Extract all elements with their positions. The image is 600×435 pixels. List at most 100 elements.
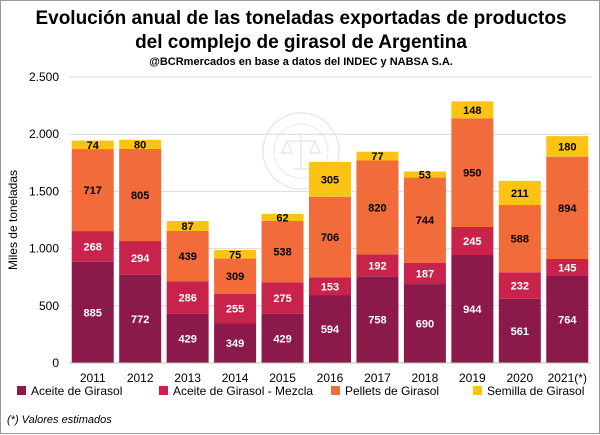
bar-segment bbox=[546, 275, 589, 363]
bar-segment bbox=[166, 221, 209, 231]
y-tick-label: 0 bbox=[52, 356, 59, 370]
bar-segment bbox=[403, 284, 446, 363]
bar-segment bbox=[166, 230, 209, 282]
data-label: 820 bbox=[368, 202, 386, 214]
data-label: 758 bbox=[368, 315, 386, 327]
bar-segment bbox=[309, 161, 351, 197]
legend-label: Pellets de Girasol bbox=[345, 384, 439, 398]
bar-segment bbox=[309, 295, 351, 363]
data-label: 211 bbox=[511, 188, 529, 200]
data-label: 153 bbox=[321, 281, 339, 293]
bar-segment bbox=[451, 226, 494, 256]
bar-segment bbox=[498, 180, 541, 206]
data-label: 187 bbox=[416, 268, 434, 280]
data-label: 77 bbox=[371, 151, 383, 163]
bar-segment bbox=[214, 258, 257, 294]
bar-segment bbox=[119, 139, 162, 149]
bar-segment bbox=[498, 298, 541, 363]
data-label: 764 bbox=[558, 314, 577, 326]
footnote: (*) Valores estimados bbox=[7, 414, 112, 426]
x-tick-label: 2014 bbox=[222, 371, 249, 385]
y-tick-label: 2.000 bbox=[29, 127, 59, 141]
data-label: 429 bbox=[178, 333, 196, 345]
data-label: 255 bbox=[226, 303, 244, 315]
bar-segment bbox=[261, 220, 304, 283]
bar-segment bbox=[261, 282, 304, 314]
legend-label: Semilla de Girasol bbox=[487, 384, 584, 398]
bar-segment bbox=[166, 313, 209, 363]
chart-title-line2: del complejo de girasol de Argentina bbox=[135, 32, 467, 53]
data-label: 275 bbox=[273, 293, 291, 305]
bar-segment bbox=[214, 249, 257, 259]
y-tick-label: 500 bbox=[39, 299, 59, 313]
bar-segment bbox=[498, 205, 541, 273]
data-label: 232 bbox=[511, 281, 529, 293]
bar-segment bbox=[71, 231, 114, 262]
data-label: 690 bbox=[416, 319, 434, 331]
x-tick-label: 2011 bbox=[80, 371, 106, 385]
bar-segment bbox=[261, 313, 304, 363]
data-label: 594 bbox=[321, 324, 340, 336]
bar-segment bbox=[498, 272, 541, 299]
chart-title: Evolución anual de las toneladas exporta… bbox=[1, 7, 600, 55]
bar-segment bbox=[119, 274, 162, 363]
bar-segment bbox=[119, 241, 162, 275]
y-tick-label: 2.500 bbox=[29, 70, 59, 84]
bar-segment bbox=[356, 254, 399, 277]
data-label: 192 bbox=[368, 260, 386, 272]
x-tick-label: 2012 bbox=[127, 371, 154, 385]
legend-label: Aceite de Girasol bbox=[31, 384, 122, 398]
x-tick-label: 2013 bbox=[174, 371, 201, 385]
bar-segment bbox=[356, 151, 399, 161]
data-label: 894 bbox=[558, 203, 577, 215]
data-label: 245 bbox=[463, 236, 481, 248]
legend-label: Aceite de Girasol - Mezcla bbox=[173, 384, 313, 398]
data-label: 561 bbox=[511, 326, 529, 338]
data-label: 80 bbox=[134, 139, 146, 151]
bar-segment bbox=[451, 255, 494, 363]
x-tick-label: 2020 bbox=[506, 371, 533, 385]
bar-segment bbox=[546, 259, 589, 276]
bar-segment bbox=[71, 149, 114, 232]
x-tick-label: 2017 bbox=[364, 371, 391, 385]
bar-segment bbox=[71, 261, 114, 363]
legend-swatch bbox=[17, 386, 26, 395]
data-label: 588 bbox=[511, 234, 529, 246]
y-tick-label: 1.500 bbox=[29, 184, 59, 198]
bar-segment bbox=[356, 276, 399, 363]
bar-segment bbox=[451, 118, 494, 227]
bar-segment bbox=[546, 156, 589, 260]
bar-segment bbox=[403, 177, 446, 263]
data-label: 950 bbox=[463, 168, 481, 180]
data-label: 349 bbox=[226, 338, 244, 350]
data-label: 180 bbox=[558, 141, 576, 153]
legend-swatch bbox=[473, 386, 482, 395]
data-label: 429 bbox=[273, 333, 291, 345]
data-label: 717 bbox=[84, 185, 102, 197]
x-tick-label: 2018 bbox=[412, 371, 439, 385]
data-label: 87 bbox=[182, 221, 194, 233]
bar-segment bbox=[546, 136, 589, 157]
data-label: 744 bbox=[416, 215, 435, 227]
data-label: 706 bbox=[321, 232, 339, 244]
data-label: 944 bbox=[463, 304, 482, 316]
data-label: 294 bbox=[131, 253, 150, 265]
bar-segment bbox=[119, 148, 162, 242]
legend-swatch bbox=[331, 386, 340, 395]
chart-subtitle: @BCRmercados en base a datos del INDEC y… bbox=[149, 56, 453, 68]
bar-segment bbox=[261, 213, 304, 221]
x-tick-label: 2021(*) bbox=[548, 371, 587, 385]
data-label: 268 bbox=[84, 241, 102, 253]
bar-segment bbox=[309, 277, 351, 296]
legend-swatch bbox=[159, 386, 168, 395]
bar-segment bbox=[214, 323, 257, 363]
bar-segment bbox=[451, 101, 494, 119]
bar-segment bbox=[309, 196, 351, 278]
bar-segment bbox=[214, 293, 257, 324]
bar-segment bbox=[71, 140, 114, 150]
data-label: 62 bbox=[276, 212, 288, 224]
y-tick-label: 1.000 bbox=[29, 242, 59, 256]
data-label: 74 bbox=[87, 140, 100, 152]
